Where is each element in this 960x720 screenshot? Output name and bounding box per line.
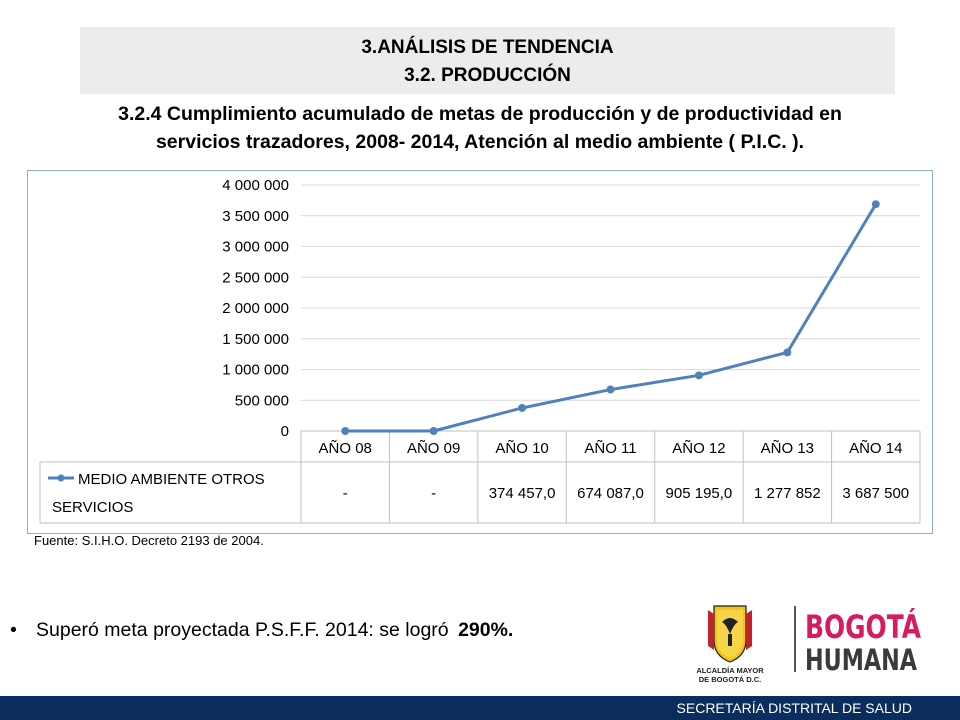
data-point xyxy=(871,200,880,209)
alcaldia-text-1: ALCALDÍA MAYOR xyxy=(696,666,764,675)
table-value: 374 457,0 xyxy=(489,485,556,502)
section-title: 3.ANÁLISIS DE TENDENCIA xyxy=(361,37,614,58)
data-point xyxy=(694,371,703,380)
x-tick-label: AÑO 13 xyxy=(761,440,814,457)
table-value: 3 687 500 xyxy=(842,485,909,502)
y-tick-label: 2 500 000 xyxy=(222,269,289,286)
table-value: - xyxy=(431,485,436,502)
y-tick-label: 2 000 000 xyxy=(222,300,289,317)
y-tick-label: 3 500 000 xyxy=(222,208,289,225)
bogota-logo-text: BOGOTÁ xyxy=(805,608,921,646)
bullet-value: 290%. xyxy=(458,619,514,641)
x-tick-label: AÑO 10 xyxy=(495,440,548,457)
x-tick-label: AÑO 08 xyxy=(319,440,372,457)
logo-divider xyxy=(794,606,796,672)
line-chart: 0 500 000 1 000 000 1 500 000 2 000 000 2 500… xyxy=(39,177,921,524)
y-tick-label: 0 xyxy=(281,423,289,440)
legend-label: MEDIO AMBIENTE OTROS xyxy=(78,471,265,488)
source-note: Fuente: S.I.H.O. Decreto 2193 de 2004. xyxy=(34,533,264,548)
series-line xyxy=(345,203,878,433)
y-tick-label: 500 000 xyxy=(235,392,289,409)
x-tick-label: AÑO 09 xyxy=(407,440,460,457)
humana-logo-text: HUMANA xyxy=(805,643,917,676)
data-point xyxy=(429,427,438,435)
x-tick-label: AÑO 14 xyxy=(849,440,902,457)
chart-heading: 3.2.4 Cumplimiento acumulado de metas de… xyxy=(20,100,940,156)
footer-text: SECRETARÍA DISTRITAL DE SALUD xyxy=(676,700,912,716)
footer-bar: SECRETARÍA DISTRITAL DE SALUD xyxy=(0,696,960,720)
section-header: 3.ANÁLISIS DE TENDENCIA 3.2. PRODUCCIÓN xyxy=(80,27,895,94)
table-value: 674 087,0 xyxy=(577,485,644,502)
y-tick-label: 4 000 000 xyxy=(222,177,289,194)
chart-heading-line2: servicios trazadores, 2008- 2014, Atenci… xyxy=(155,131,805,153)
y-tick-label: 1 000 000 xyxy=(222,362,289,379)
bogota-coat-of-arms-icon xyxy=(708,605,752,663)
bullet-symbol: • xyxy=(10,619,17,641)
bullet-item: • Superó meta proyectada P.S.F.F. 2014: s… xyxy=(10,619,513,642)
alcaldia-logo: ALCALDÍA MAYOR DE BOGOTÁ D.C. xyxy=(696,605,764,684)
data-point xyxy=(606,385,615,394)
alcaldia-text-2: DE BOGOTÁ D.C. xyxy=(699,675,762,684)
chart-heading-line1: 3.2.4 Cumplimiento acumulado de metas de… xyxy=(118,103,842,125)
table-value: 905 195,0 xyxy=(666,485,733,502)
table-value: 1 277 852 xyxy=(754,485,821,502)
x-tick-label: AÑO 11 xyxy=(584,440,636,457)
bullet-text: Superó meta proyectada P.S.F.F. 2014: se… xyxy=(36,619,455,641)
y-tick-label: 3 000 000 xyxy=(222,239,289,256)
chart-frame xyxy=(27,170,933,534)
section-subtitle: 3.2. PRODUCCIÓN xyxy=(404,65,571,86)
table-value: - xyxy=(343,485,348,502)
bogota-humana-logo: BOGOTÁ HUMANA xyxy=(805,608,921,676)
legend-marker xyxy=(57,474,65,482)
legend-label: SERVICIOS xyxy=(52,499,133,516)
y-tick-label: 1 500 000 xyxy=(222,331,289,348)
data-point xyxy=(341,427,350,435)
data-point xyxy=(783,348,792,357)
data-point xyxy=(518,403,527,412)
x-tick-label: AÑO 12 xyxy=(672,440,725,457)
